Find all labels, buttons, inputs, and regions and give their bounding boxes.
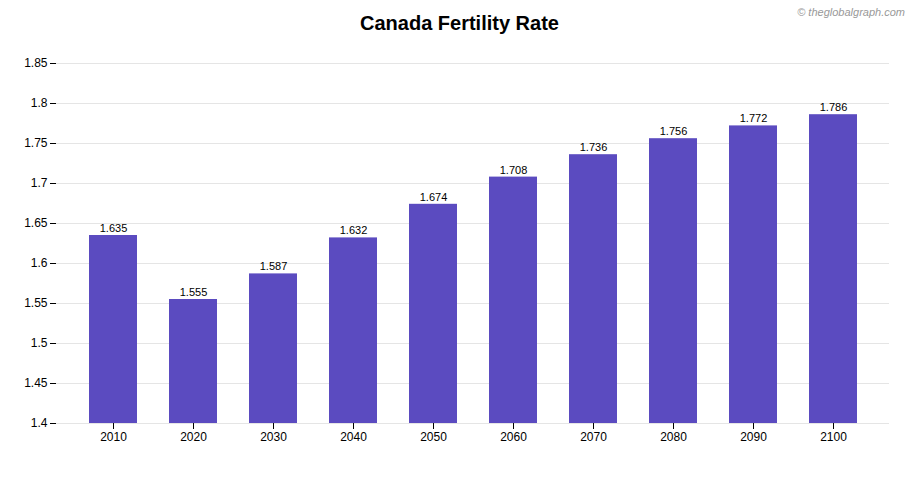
- svg-text:2040: 2040: [340, 430, 367, 444]
- svg-text:1.674: 1.674: [420, 191, 448, 203]
- svg-text:2020: 2020: [180, 430, 207, 444]
- svg-text:1.8: 1.8: [31, 96, 48, 110]
- svg-text:1.786: 1.786: [820, 101, 848, 113]
- svg-text:1.85: 1.85: [24, 56, 48, 70]
- svg-text:2090: 2090: [740, 430, 767, 444]
- svg-text:1.75: 1.75: [24, 136, 48, 150]
- svg-text:1.587: 1.587: [260, 260, 288, 272]
- svg-text:2010: 2010: [100, 430, 127, 444]
- svg-text:1.4: 1.4: [31, 416, 48, 430]
- svg-text:2060: 2060: [500, 430, 527, 444]
- svg-text:1.6: 1.6: [31, 256, 48, 270]
- svg-text:1.772: 1.772: [740, 112, 768, 124]
- svg-text:2070: 2070: [580, 430, 607, 444]
- svg-text:1.55: 1.55: [24, 296, 48, 310]
- svg-text:2030: 2030: [260, 430, 287, 444]
- svg-text:1.635: 1.635: [100, 222, 128, 234]
- html-text:© theglobalgraph.com: © theglobalgraph.com: [797, 6, 905, 18]
- html-text:Canada Fertility Rate: Canada Fertility Rate: [360, 12, 559, 34]
- svg-text:1.555: 1.555: [180, 286, 208, 298]
- svg-text:2100: 2100: [820, 430, 847, 444]
- svg-text:2080: 2080: [660, 430, 687, 444]
- svg-text:1.756: 1.756: [660, 125, 688, 137]
- svg-text:2050: 2050: [420, 430, 447, 444]
- svg-text:1.736: 1.736: [580, 141, 608, 153]
- svg-text:1.708: 1.708: [500, 164, 528, 176]
- svg-text:1.45: 1.45: [24, 376, 48, 390]
- svg-text:1.5: 1.5: [31, 336, 48, 350]
- svg-text:1.7: 1.7: [31, 176, 48, 190]
- svg-text:1.632: 1.632: [340, 224, 368, 236]
- svg-text:1.65: 1.65: [24, 216, 48, 230]
